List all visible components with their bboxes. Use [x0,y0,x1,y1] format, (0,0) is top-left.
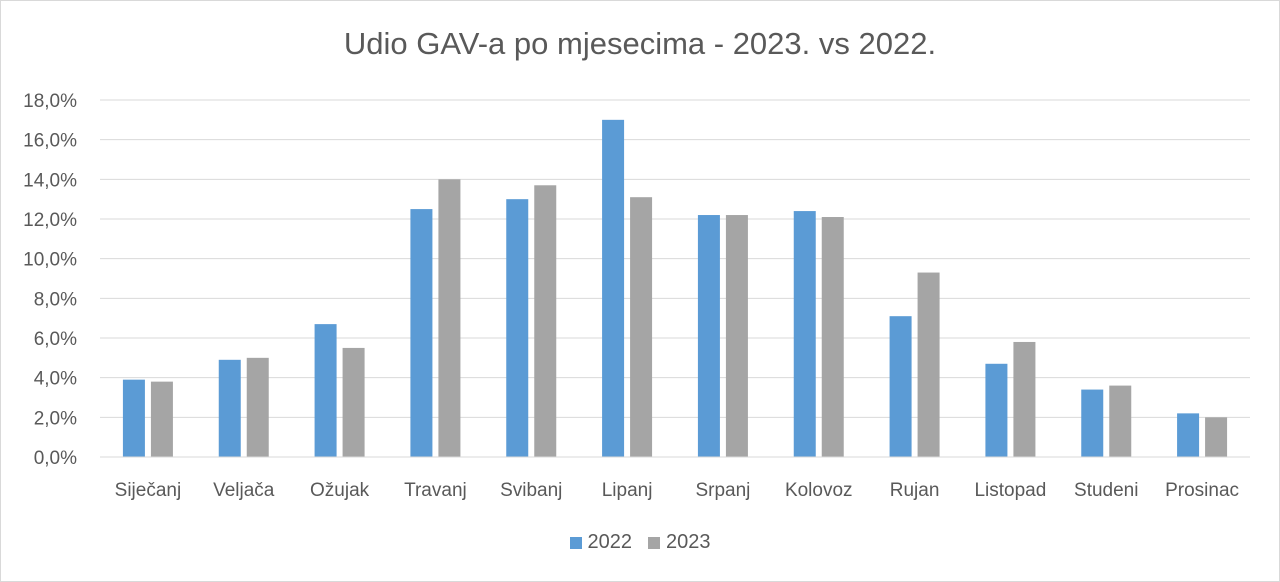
bar-2023-9 [1013,341,1036,457]
bar-2023-10 [1109,385,1132,457]
bars [122,119,1228,458]
bar-2022-1 [218,359,241,457]
y-tick-label: 16,0% [23,131,77,152]
bar-2022-2 [314,324,337,457]
bar-2022-5 [602,119,625,457]
x-tick-label: Travanj [404,480,467,501]
bar-2022-10 [1081,389,1104,457]
bar-2022-11 [1177,413,1200,457]
legend-swatch-2022 [569,536,582,549]
gridlines [100,99,1250,458]
x-tick-label: Listopad [974,480,1046,501]
legend: 2022 2023 [0,531,1280,554]
bar-2023-2 [342,347,365,457]
bar-2022-3 [410,209,433,457]
bar-2023-4 [534,185,557,458]
x-tick-label: Prosinac [1165,480,1239,501]
bar-2022-0 [122,379,145,457]
x-axis: Siječanj Veljača Ožujak Travanj Svibanj Lipan… [100,456,1250,501]
y-tick-label: 4,0% [34,369,77,390]
legend-item-2022: 2022 [569,531,633,554]
x-tick-label: Srpanj [695,480,750,501]
x-tick-label: Kolovoz [785,480,853,501]
y-tick-label: 12,0% [23,210,77,231]
y-axis: 0,0% 2,0% 4,0% 6,0% 8,0% 10,0% 12,0% 14,0% 16,0%… [23,91,77,469]
x-tick-label: Ožujak [310,480,370,501]
bar-2023-1 [246,357,269,457]
bar-2022-8 [889,316,912,457]
y-tick-label: 14,0% [23,170,77,191]
bar-2023-7 [821,217,844,457]
y-tick-label: 6,0% [34,329,77,350]
bar-2022-4 [506,199,529,457]
legend-swatch-2023 [648,536,660,549]
y-tick-label: 18,0% [23,91,77,112]
bar-2023-3 [438,179,461,458]
x-tick-label: Svibanj [500,480,562,501]
y-tick-label: 0,0% [34,448,77,469]
x-tick-label: Siječanj [115,480,182,501]
x-tick-label: Studeni [1074,480,1138,501]
chart-title: Udio GAV-a po mjesecima - 2023. vs 2022. [343,26,937,61]
bar-2023-5 [630,197,653,457]
bar-2023-8 [917,272,940,457]
legend-item-2023: 2023 [648,531,711,554]
legend-label-2023: 2023 [666,531,711,553]
bar-2022-7 [793,211,816,457]
bar-2023-6 [725,215,748,457]
y-tick-label: 2,0% [34,408,77,429]
y-tick-label: 10,0% [23,250,77,271]
bar-2022-9 [985,363,1008,457]
legend-label-2022: 2022 [587,531,633,553]
bar-2023-11 [1205,417,1228,457]
x-tick-label: Rujan [890,480,940,501]
bar-2022-6 [697,215,720,457]
x-tick-label: Veljača [213,480,275,501]
y-tick-label: 8,0% [34,289,77,310]
bar-2023-0 [150,381,173,457]
x-tick-label: Lipanj [602,480,653,501]
